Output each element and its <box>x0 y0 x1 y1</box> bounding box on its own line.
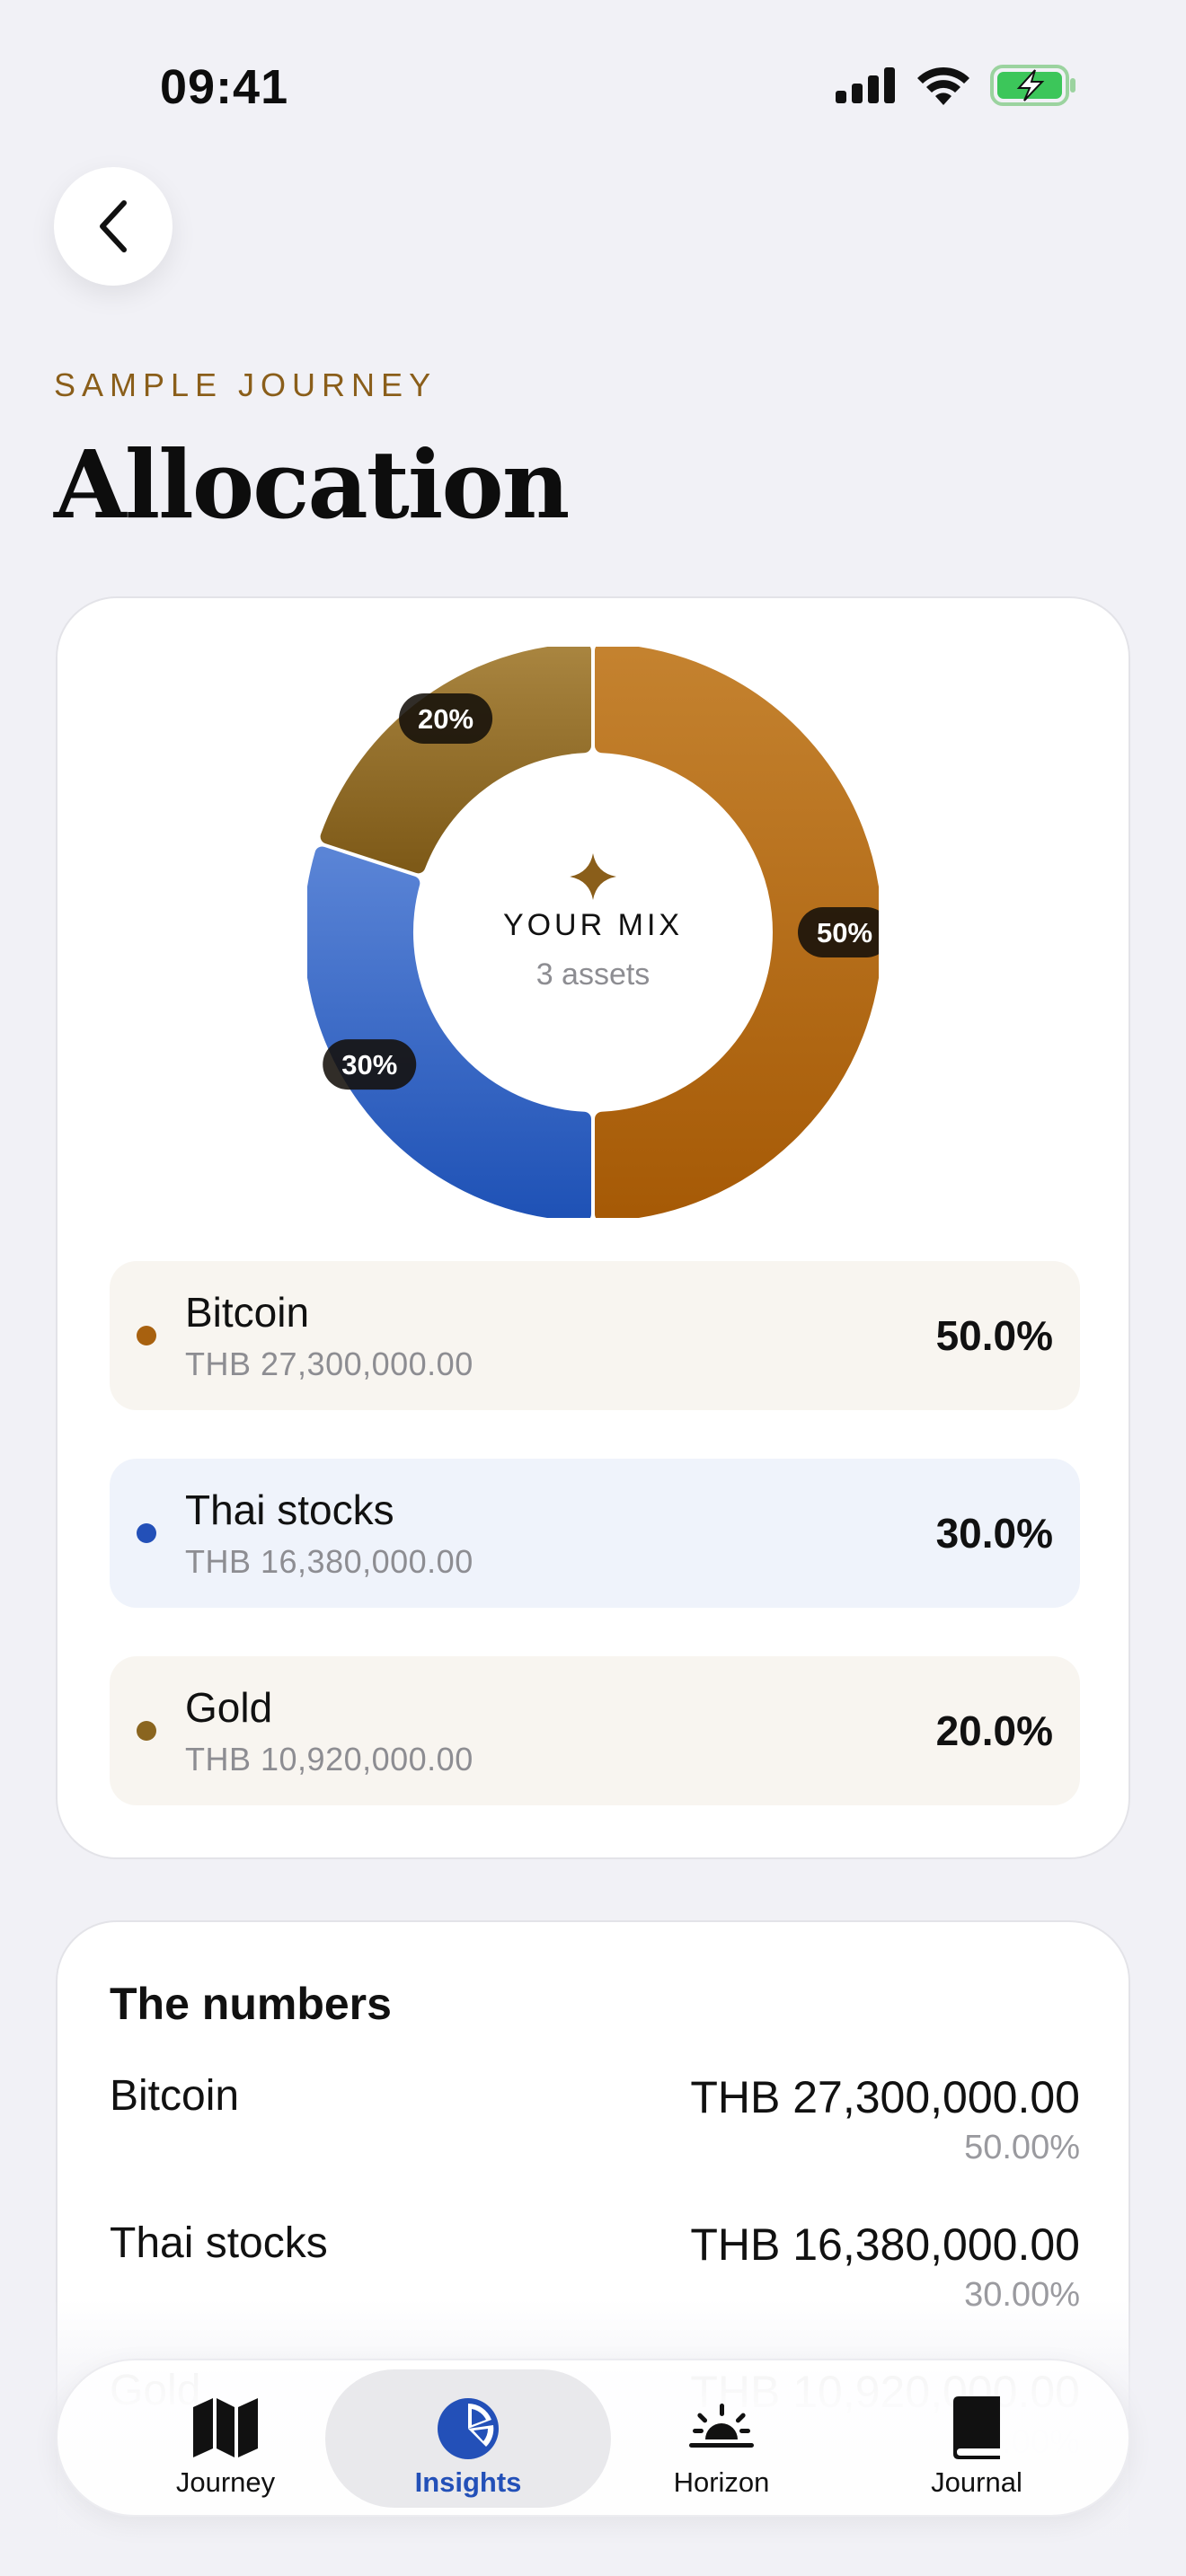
legend-row-thai-stocks[interactable]: Thai stocks THB 16,380,000.00 30.0% <box>110 1459 1080 1608</box>
legend-percent: 50.0% <box>935 1312 1053 1359</box>
status-bar: 09:41 <box>0 0 1186 171</box>
donut-label-bitcoin: 50% <box>798 907 879 957</box>
donut-label-thai-stocks: 30% <box>323 1039 417 1090</box>
numbers-row-label: Thai stocks <box>110 2219 328 2267</box>
legend-name: Thai stocks <box>185 1486 394 1533</box>
legend-name: Bitcoin <box>185 1289 310 1336</box>
donut-center: YOUR MIX 3 assets <box>503 853 683 992</box>
page-title: Allocation <box>54 429 570 540</box>
tab-journey[interactable]: Journey <box>83 2369 368 2508</box>
sparkle-icon <box>570 853 616 900</box>
legend-amount: THB 27,300,000.00 <box>185 1345 474 1382</box>
donut-slice-gold[interactable] <box>320 647 592 874</box>
allocation-card: 50% 30% 20% YOUR MIX 3 assets Bitcoin THB 2… <box>56 596 1130 1859</box>
donut-slice-thai-stocks[interactable] <box>307 846 592 1218</box>
numbers-row: Bitcoin THB 27,300,000.00 50.00% <box>110 2071 1080 2179</box>
numbers-row-label: Bitcoin <box>110 2072 240 2120</box>
numbers-row-amount: THB 27,300,000.00 <box>690 2072 1080 2122</box>
donut-label-gold: 20% <box>399 693 493 744</box>
tab-label: Insights <box>414 2466 522 2498</box>
numbers-row-percent: 50.00% <box>964 2129 1080 2166</box>
tab-label: Journal <box>931 2466 1022 2498</box>
donut-center-title: YOUR MIX <box>503 908 683 942</box>
legend-color-dot <box>137 1326 156 1345</box>
allocation-donut-chart: 50% 30% 20% YOUR MIX 3 assets <box>307 647 879 1218</box>
status-time: 09:41 <box>160 60 289 114</box>
map-icon <box>193 2398 258 2457</box>
tab-bar: Journey Insights Horizon Journal <box>56 2359 1130 2517</box>
legend-row-gold[interactable]: Gold THB 10,920,000.00 20.0% <box>110 1656 1080 1805</box>
donut-center-subtitle: 3 assets <box>536 957 651 992</box>
status-icons <box>836 65 1076 106</box>
legend-color-dot <box>137 1721 156 1741</box>
legend-name: Gold <box>185 1684 273 1731</box>
tab-label: Horizon <box>673 2466 770 2498</box>
wifi-icon <box>917 66 969 105</box>
chevron-left-icon <box>100 200 127 252</box>
tab-horizon[interactable]: Horizon <box>579 2369 864 2508</box>
donut-label-text: 50% <box>817 917 872 948</box>
numbers-row: Thai stocks THB 16,380,000.00 30.00% <box>110 2219 1080 2326</box>
legend-color-dot <box>137 1523 156 1543</box>
back-button[interactable] <box>54 167 173 286</box>
cellular-signal-icon <box>836 67 895 103</box>
tab-journal[interactable]: Journal <box>834 2369 1120 2508</box>
battery-charging-icon <box>990 65 1075 106</box>
numbers-title: The numbers <box>110 1979 392 2029</box>
numbers-row-amount: THB 16,380,000.00 <box>690 2219 1080 2270</box>
legend-percent: 20.0% <box>935 1707 1053 1754</box>
donut-label-text: 20% <box>418 703 474 735</box>
legend-amount: THB 10,920,000.00 <box>185 1741 474 1778</box>
eyebrow-label: SAMPLE JOURNEY <box>54 366 438 403</box>
tab-insights[interactable]: Insights <box>325 2369 611 2508</box>
donut-slice-bitcoin[interactable] <box>594 647 879 1218</box>
legend-amount: THB 16,380,000.00 <box>185 1543 474 1580</box>
legend-percent: 30.0% <box>935 1510 1053 1557</box>
sunrise-icon <box>689 2404 754 2448</box>
legend-row-bitcoin[interactable]: Bitcoin THB 27,300,000.00 50.0% <box>110 1261 1080 1410</box>
tab-label: Journey <box>175 2466 276 2498</box>
donut-label-text: 30% <box>341 1049 397 1081</box>
book-icon <box>953 2396 1000 2459</box>
pie-chart-icon <box>438 2398 499 2459</box>
